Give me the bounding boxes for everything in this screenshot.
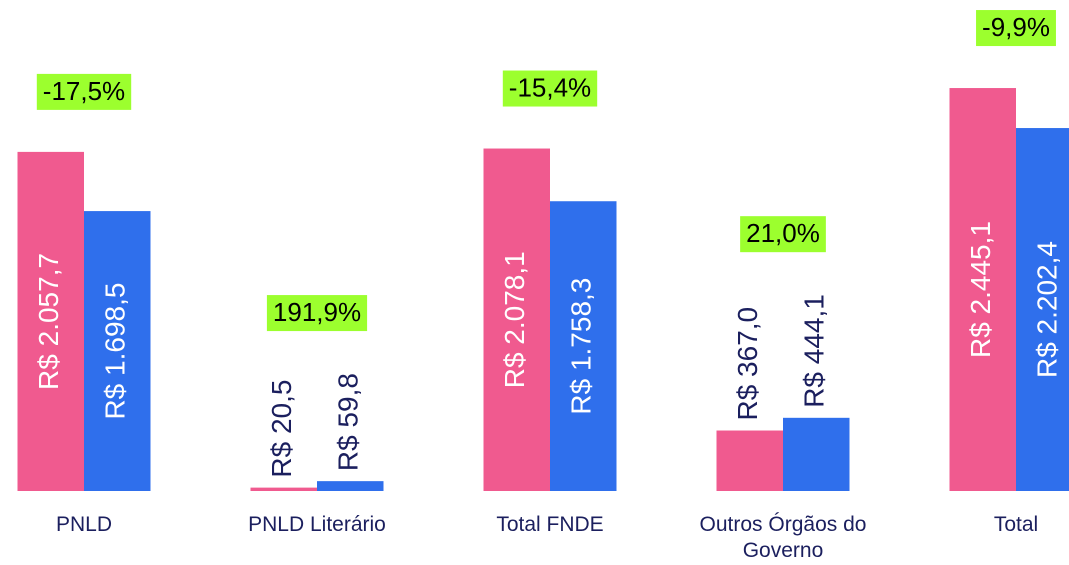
- value-label: R$ 20,5: [266, 380, 297, 478]
- change-label: -15,4%: [509, 72, 591, 102]
- bar: [483, 148, 550, 491]
- bar: [783, 417, 850, 491]
- change-label: 21,0%: [746, 218, 820, 248]
- value-label: R$ 2.078,1: [499, 251, 530, 388]
- bar: [550, 201, 617, 491]
- value-label: R$ 1.758,3: [566, 278, 597, 415]
- change-box: [266, 295, 368, 332]
- x-tick-label: PNLD Literário: [248, 513, 386, 536]
- change-box: [502, 70, 598, 107]
- value-label: R$ 59,8: [333, 373, 364, 471]
- x-tick-label: Total: [993, 513, 1039, 536]
- bar: [1016, 128, 1069, 491]
- bar: [317, 481, 384, 491]
- bar: [949, 88, 1016, 492]
- value-label: R$ 444,1: [799, 294, 830, 408]
- value-label: R$ 2.202,4: [1032, 241, 1063, 378]
- change-label: 191,9%: [273, 297, 361, 327]
- value-label: R$ 2.445,1: [965, 221, 996, 358]
- change-box: [36, 73, 132, 110]
- bar: [84, 211, 151, 491]
- x-tick-label: Outros Órgãos do Governo: [699, 513, 867, 562]
- change-label: -9,9%: [982, 12, 1050, 42]
- change-label: -17,5%: [43, 76, 125, 106]
- value-label: R$ 367,0: [732, 307, 763, 421]
- value-label: R$ 1.698,5: [100, 283, 131, 420]
- change-box: [740, 216, 826, 253]
- bar: [250, 487, 317, 491]
- change-box: [976, 10, 1056, 47]
- x-tick-label: PNLD: [55, 513, 113, 536]
- bar: [17, 151, 84, 491]
- value-label: R$ 2.057,7: [33, 253, 64, 390]
- bar: [716, 430, 783, 491]
- x-tick-label: Total FNDE: [496, 513, 604, 536]
